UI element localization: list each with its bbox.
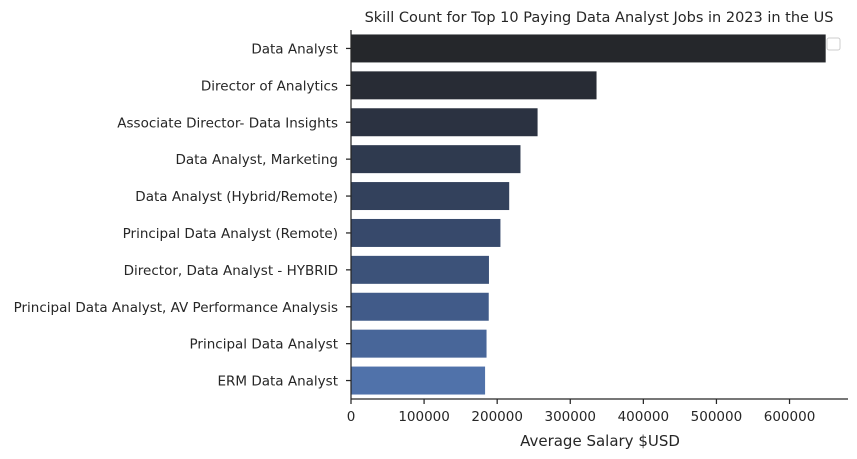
x-tick-label: 200000 [471,409,523,425]
y-tick-label: Data Analyst, Marketing [175,152,338,168]
y-tick-label: Director, Data Analyst - HYBRID [124,263,338,279]
bar [350,365,486,396]
bar [350,291,490,322]
y-tick-label: Associate Director- Data Insights [117,115,338,131]
y-tick-label: Data Analyst (Hybrid/Remote) [135,189,338,205]
chart-title: Skill Count for Top 10 Paying Data Analy… [365,10,834,26]
x-axis-label: Average Salary $USD [520,432,680,450]
x-tick-label: 0 [347,409,356,425]
bar [350,70,598,101]
bar [350,218,502,248]
x-tick-label: 500000 [691,409,743,425]
legend-box [826,37,841,51]
bar [350,144,522,174]
x-tick-label: 400000 [618,409,670,425]
y-tick-label: Principal Data Analyst, AV Performance A… [14,300,338,316]
bar [350,328,488,359]
bar [350,255,490,285]
x-axis-ticks: 0 100000 200000 300000 400000 500000 600000 [347,399,816,425]
bar [350,33,827,64]
y-tick-label: Principal Data Analyst [190,337,338,353]
x-tick-label: 100000 [398,409,450,425]
bar [350,181,511,211]
y-tick-label: Director of Analytics [201,78,338,94]
y-tick-label: Data Analyst [251,41,338,57]
x-tick-label: 600000 [764,409,816,425]
bars-group [350,33,827,396]
x-tick-label: 300000 [544,409,596,425]
bar [350,107,539,138]
y-axis-ticks: Data Analyst Director of Analytics Associa… [14,41,351,390]
y-tick-label: Principal Data Analyst (Remote) [123,226,338,242]
y-tick-label: ERM Data Analyst [217,374,338,390]
